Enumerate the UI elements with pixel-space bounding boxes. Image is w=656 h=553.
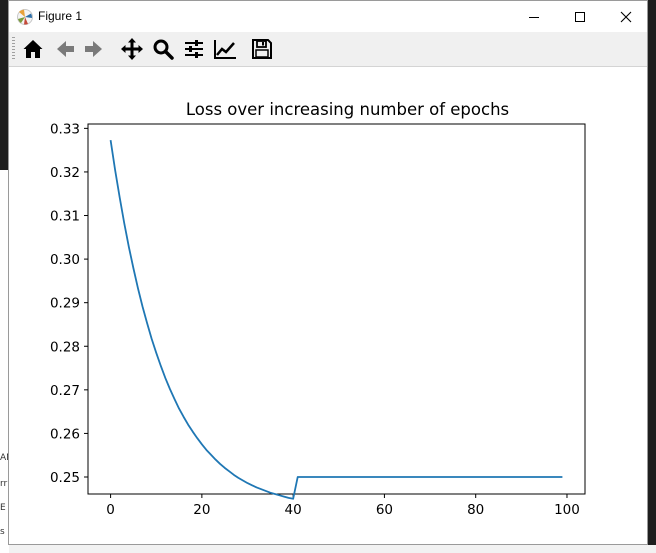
y-tick-label: 0.27: [50, 383, 80, 399]
window-title: Figure 1: [38, 9, 83, 23]
save-button[interactable]: [248, 35, 276, 63]
x-tick-label: 100: [554, 502, 580, 518]
zoom-button[interactable]: [149, 35, 177, 63]
figure-window: Figure 1: [8, 0, 648, 545]
background-app-strip: AN rr E s: [0, 170, 9, 553]
sliders-icon: [185, 40, 203, 58]
arrow-left-icon: [57, 41, 74, 57]
navigation-toolbar: [9, 32, 647, 67]
forward-button[interactable]: [80, 35, 108, 63]
maximize-icon: [575, 11, 585, 22]
line-chart-icon: [214, 40, 236, 59]
minimize-button[interactable]: [511, 1, 557, 32]
y-tick-label: 0.29: [50, 296, 80, 312]
floppy-disk-icon: [252, 39, 272, 59]
y-tick-label: 0.32: [50, 165, 80, 181]
back-button[interactable]: [51, 35, 79, 63]
figure-canvas[interactable]: Loss over increasing number of epochs 0 20…: [9, 67, 647, 545]
home-icon: [23, 40, 43, 58]
loss-series-line: [109, 139, 563, 500]
x-tick-label: 80: [467, 502, 484, 518]
chart-title: Loss over increasing number of epochs: [186, 100, 509, 119]
subplots-button[interactable]: [180, 35, 208, 63]
y-tick-label: 0.33: [50, 121, 80, 137]
x-tick-label: 40: [285, 502, 302, 518]
close-icon: [620, 11, 632, 22]
line-plot[interactable]: Loss over increasing number of epochs 0 20…: [9, 67, 647, 545]
matplotlib-logo-icon: [17, 9, 33, 25]
bg-fragment: E: [0, 503, 6, 513]
y-tick-label: 0.30: [50, 252, 80, 268]
title-bar[interactable]: Figure 1: [9, 1, 647, 32]
x-tick-label: 0: [106, 502, 115, 518]
bg-fragment: s: [0, 527, 5, 537]
pan-button[interactable]: [118, 35, 146, 63]
axes-edit-button[interactable]: [211, 35, 239, 63]
background-app-bottom: [9, 545, 656, 553]
y-tick-label: 0.31: [50, 209, 80, 225]
move-icon: [121, 38, 143, 60]
close-button[interactable]: [603, 1, 649, 32]
axes-frame: [87, 123, 586, 495]
minimize-icon: [529, 16, 539, 18]
bg-fragment: AN: [0, 453, 9, 463]
y-tick-label: 0.25: [50, 470, 80, 486]
toolbar-grip[interactable]: [12, 37, 15, 61]
y-tick-label: 0.28: [50, 339, 80, 355]
arrow-right-icon: [85, 41, 102, 57]
magnifier-icon: [153, 39, 174, 60]
y-tick-label: 0.26: [50, 426, 80, 442]
bg-fragment: rr: [0, 479, 8, 489]
x-tick-label: 20: [193, 502, 210, 518]
maximize-button[interactable]: [557, 1, 603, 32]
x-tick-label: 60: [376, 502, 393, 518]
home-button[interactable]: [19, 35, 47, 63]
